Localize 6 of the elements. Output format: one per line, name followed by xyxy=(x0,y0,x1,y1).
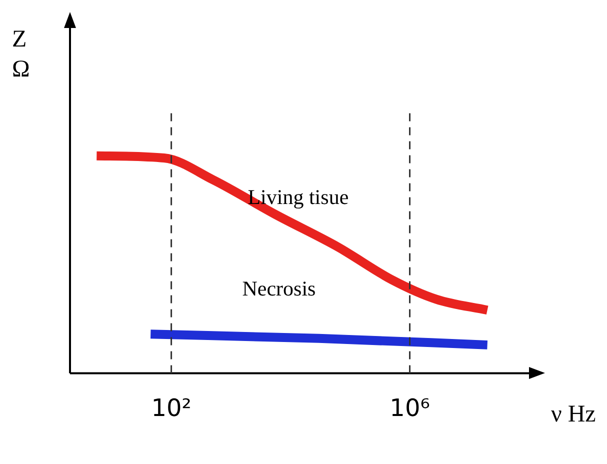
y-axis-title: Z Ω xyxy=(12,26,30,82)
series-label: Living tisue xyxy=(248,185,349,210)
x-tick-label: 10² xyxy=(151,394,192,422)
x-axis-title: ν Hz xyxy=(551,401,596,428)
x-tick-label: 10⁶ xyxy=(390,394,430,422)
series-label: Necrosis xyxy=(242,276,316,300)
